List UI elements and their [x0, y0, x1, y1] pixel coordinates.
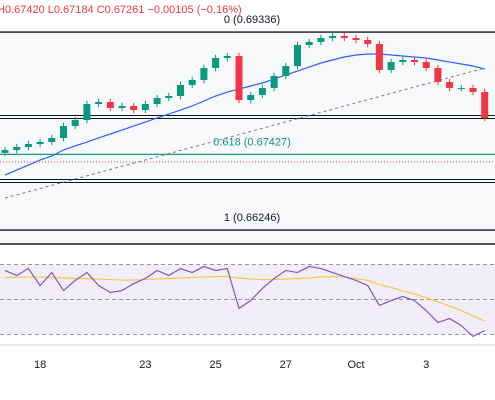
candle-body	[1, 150, 9, 153]
candle-body	[13, 147, 21, 151]
candle-body	[141, 104, 149, 111]
fib-label: 0.618 (0.67427)	[213, 136, 291, 148]
rsi-line	[4, 265, 485, 338]
candle-body	[258, 87, 266, 95]
candle-body	[48, 137, 56, 143]
candle-body	[399, 59, 407, 63]
candle-body	[375, 44, 383, 70]
x-tick-label: 23	[139, 359, 151, 371]
candle-body	[282, 66, 290, 77]
candle-body	[317, 38, 325, 42]
candle-body	[305, 41, 313, 45]
x-tick-label: 18	[34, 359, 46, 371]
candle-body	[95, 102, 103, 105]
candle-body	[153, 97, 161, 105]
rsi-line	[5, 275, 485, 322]
trend-line	[4, 67, 485, 199]
candle-body	[223, 56, 231, 58]
ohlc-header: H0.67420 L0.67184 C0.67261 −0.00105 (−0.…	[0, 4, 242, 16]
candle-body	[188, 79, 196, 85]
candle-body	[177, 84, 184, 97]
candle-body	[340, 36, 348, 39]
candle-body	[352, 38, 360, 40]
candle-body	[294, 44, 301, 67]
x-tick-label: 25	[209, 359, 221, 371]
candle-body	[212, 57, 220, 68]
candle-body	[83, 104, 91, 121]
candle-body	[481, 92, 489, 118]
candle-body	[446, 82, 454, 88]
candle-body	[130, 105, 138, 111]
candle-body	[387, 62, 395, 70]
candle-body	[329, 36, 337, 39]
fib-label: 1 (0.66246)	[224, 212, 280, 224]
candle-body	[434, 67, 442, 83]
x-tick-label: Oct	[347, 359, 364, 371]
fib-label: 0 (0.69336)	[224, 14, 280, 26]
moving-average	[4, 53, 485, 176]
candle-body	[36, 142, 44, 145]
candle-body	[165, 96, 173, 98]
candle-body	[457, 87, 465, 89]
candle-body	[106, 102, 114, 108]
fib-zone	[0, 32, 495, 243]
candle-body	[270, 76, 278, 88]
candle-body	[469, 87, 477, 93]
candle-body	[24, 144, 32, 148]
candle-body	[235, 56, 243, 101]
candle-body	[60, 125, 67, 138]
candle-body	[364, 39, 372, 45]
candle-body	[422, 62, 430, 68]
candle-body	[71, 120, 79, 126]
candle-body	[247, 94, 255, 101]
candle-body	[200, 67, 208, 80]
candle-body	[118, 105, 126, 108]
candle-body	[411, 59, 418, 63]
x-tick-label: 3	[423, 359, 429, 371]
x-tick-label: 27	[280, 359, 292, 371]
